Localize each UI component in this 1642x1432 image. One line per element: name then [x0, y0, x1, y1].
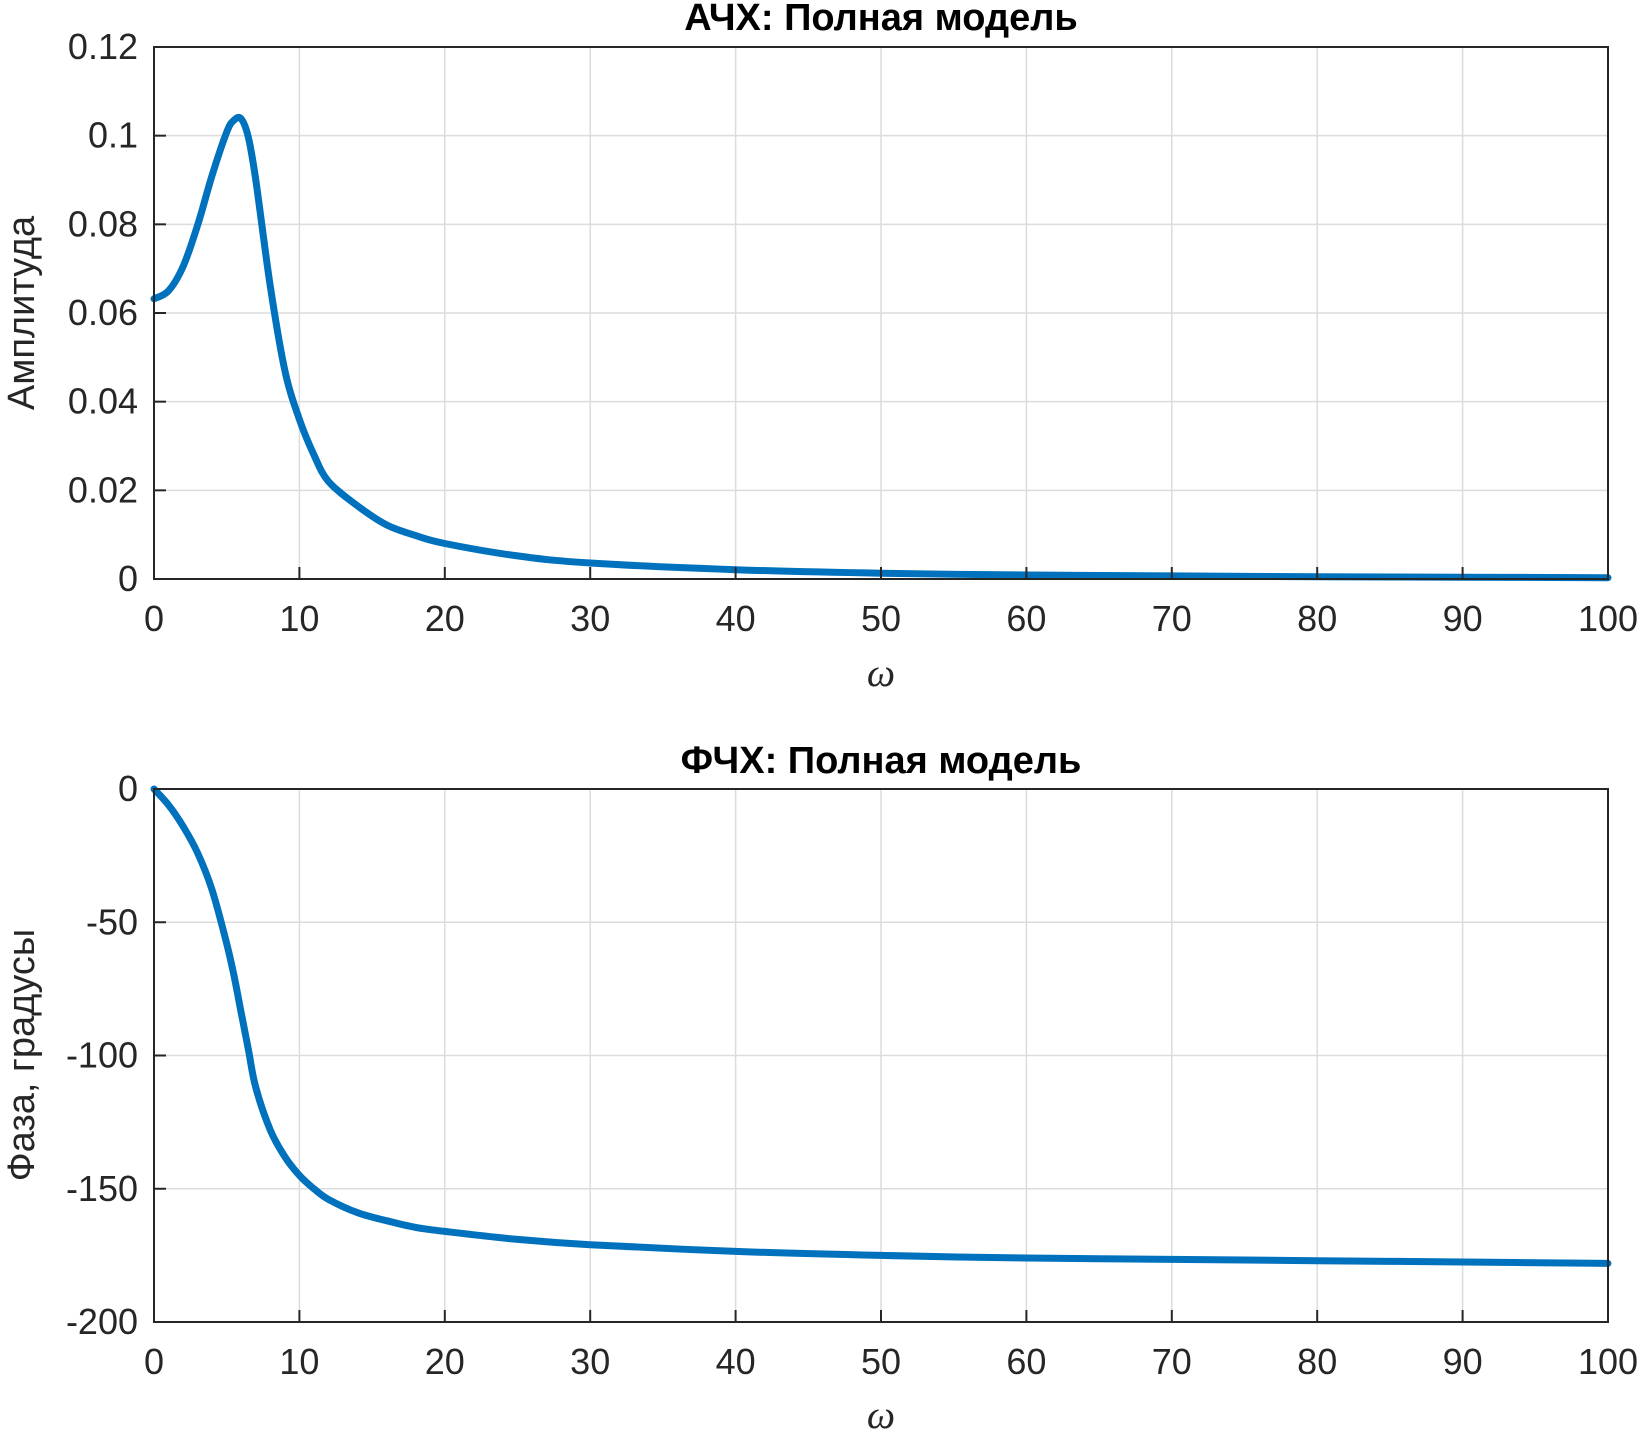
- y-tick-label: 0.12: [68, 26, 138, 67]
- x-tick-label: 80: [1297, 1341, 1337, 1382]
- x-tick-label: 40: [716, 1341, 756, 1382]
- y-tick-label: 0: [118, 558, 138, 599]
- x-tick-label: 0: [144, 598, 164, 639]
- x-tick-label: 10: [279, 1341, 319, 1382]
- x-tick-label: 90: [1443, 1341, 1483, 1382]
- magnitude-curve: [150, 113, 1612, 582]
- y-tick-label: -200: [66, 1301, 138, 1342]
- phase-grid: [153, 788, 1609, 1323]
- y-tick-label: 0.08: [68, 203, 138, 244]
- magnitude-y-label: Амплитуда: [1, 215, 43, 410]
- x-tick-label: 20: [425, 598, 465, 639]
- x-tick-label: 60: [1006, 1341, 1046, 1382]
- y-tick-label: -150: [66, 1168, 138, 1209]
- phase-title: ФЧХ: Полная модель: [681, 740, 1082, 782]
- phase-curve: [150, 785, 1612, 1267]
- y-tick-label: -50: [86, 901, 138, 942]
- x-tick-label: 80: [1297, 598, 1337, 639]
- y-tick-label: 0.1: [88, 115, 138, 156]
- magnitude-grid: [153, 46, 1609, 580]
- x-tick-label: 60: [1006, 598, 1046, 639]
- x-tick-label: 70: [1152, 598, 1192, 639]
- phase-x-label: ω: [867, 1392, 895, 1432]
- y-tick-label: 0.06: [68, 292, 138, 333]
- x-tick-label: 40: [716, 598, 756, 639]
- y-tick-label: 0: [118, 768, 138, 809]
- x-tick-label: 0: [144, 1341, 164, 1382]
- x-tick-label: 100: [1578, 1341, 1638, 1382]
- x-tick-label: 100: [1578, 598, 1638, 639]
- y-tick-label: 0.04: [68, 381, 138, 422]
- x-tick-label: 70: [1152, 1341, 1192, 1382]
- y-tick-label: -100: [66, 1035, 138, 1076]
- phase-chart: 0 10 20 30 40 50 60 70 80 90 100 0 -50 -100 -150 -200 Ф…: [1, 740, 1638, 1432]
- x-tick-label: 50: [861, 1341, 901, 1382]
- y-tick-label: 0.02: [68, 469, 138, 510]
- x-tick-label: 50: [861, 598, 901, 639]
- x-tick-label: 30: [570, 598, 610, 639]
- x-tick-label: 90: [1443, 598, 1483, 639]
- x-tick-label: 10: [279, 598, 319, 639]
- magnitude-ticks: 0 10 20 30 40 50 60 70 80 90 100 0 0.02 0.04 0.06 0.08 0…: [68, 26, 1638, 639]
- x-tick-label: 20: [425, 1341, 465, 1382]
- magnitude-title: АЧХ: Полная модель: [684, 0, 1077, 39]
- phase-ticks: 0 10 20 30 40 50 60 70 80 90 100 0 -50 -100 -150 -200: [66, 768, 1638, 1382]
- phase-y-label: Фаза, градусы: [1, 929, 43, 1181]
- magnitude-x-label: ω: [867, 650, 895, 695]
- x-tick-label: 30: [570, 1341, 610, 1382]
- magnitude-chart: 0 10 20 30 40 50 60 70 80 90 100 0 0.02 0.04 0.06 0.08 0…: [1, 0, 1638, 695]
